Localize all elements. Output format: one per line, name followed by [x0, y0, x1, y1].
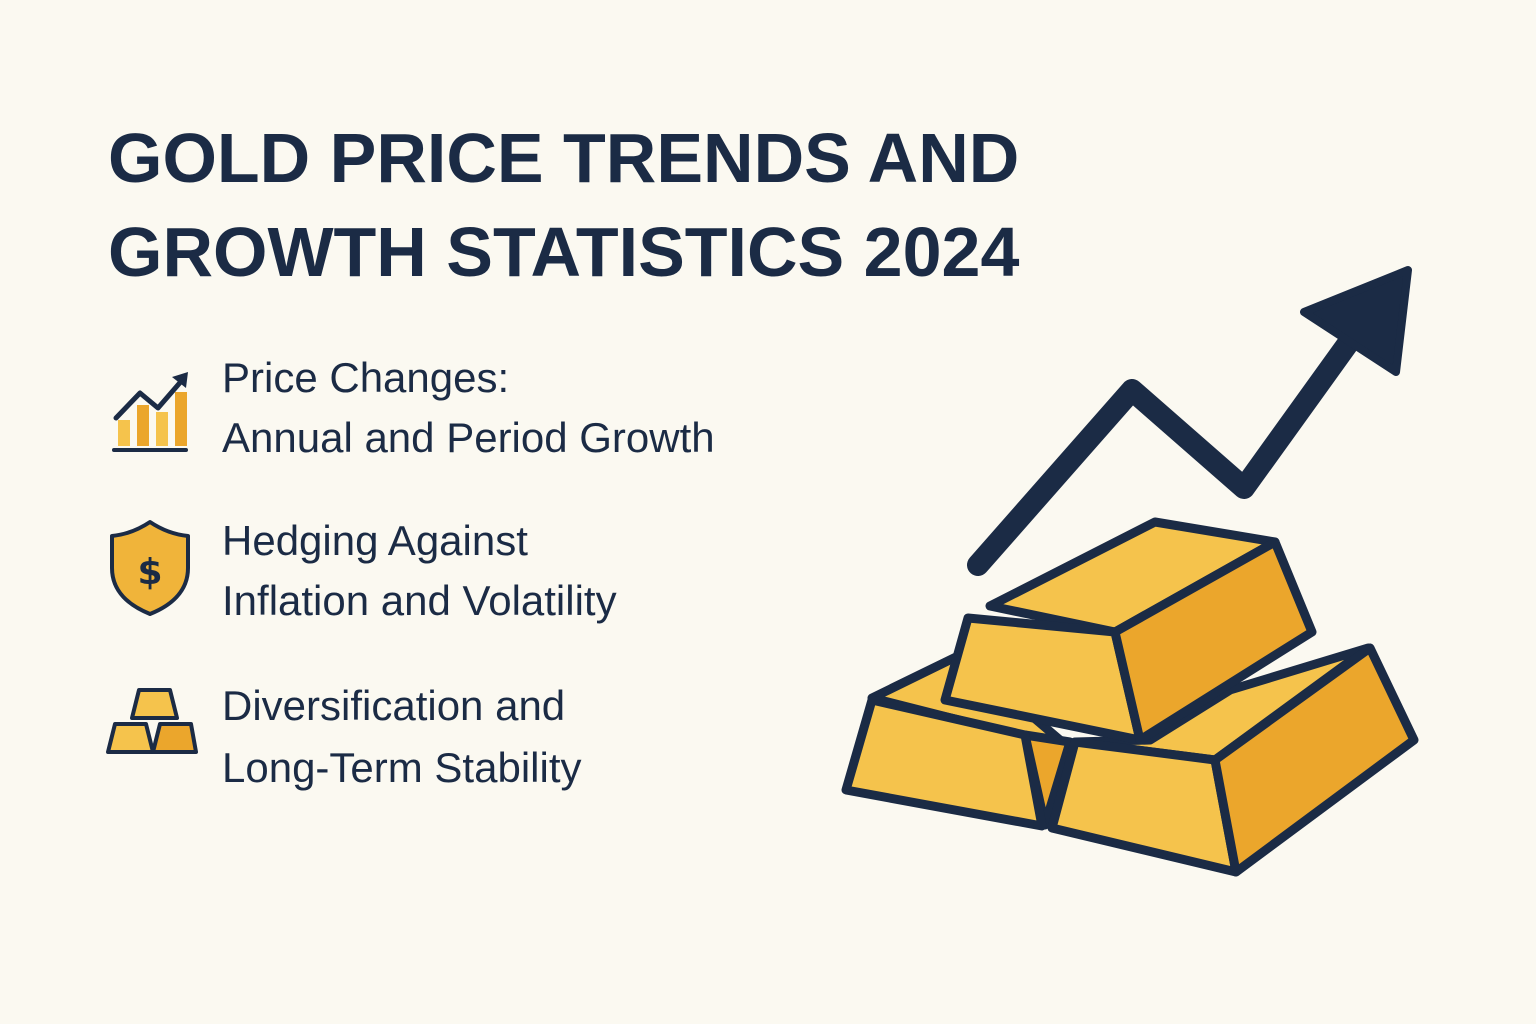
chart-icon — [112, 372, 188, 452]
item-text: Long-Term Stability — [222, 744, 581, 791]
title-line: GROWTH STATISTICS 2024 — [108, 213, 1019, 291]
item-text: Hedging Against — [222, 517, 528, 564]
item-text: Inflation and Volatility — [222, 577, 617, 624]
shield-icon: $ — [110, 520, 190, 616]
title-line: GOLD PRICE TRENDS AND — [108, 119, 1019, 197]
item-text: Annual and Period Growth — [222, 414, 715, 461]
shield-symbol: $ — [137, 552, 162, 593]
item-text: Price Changes: — [222, 354, 509, 401]
gold-bars — [841, 517, 1419, 877]
item-text: Diversification and — [222, 682, 565, 729]
bars-icon — [106, 688, 198, 754]
trend-arrow — [967, 266, 1412, 576]
